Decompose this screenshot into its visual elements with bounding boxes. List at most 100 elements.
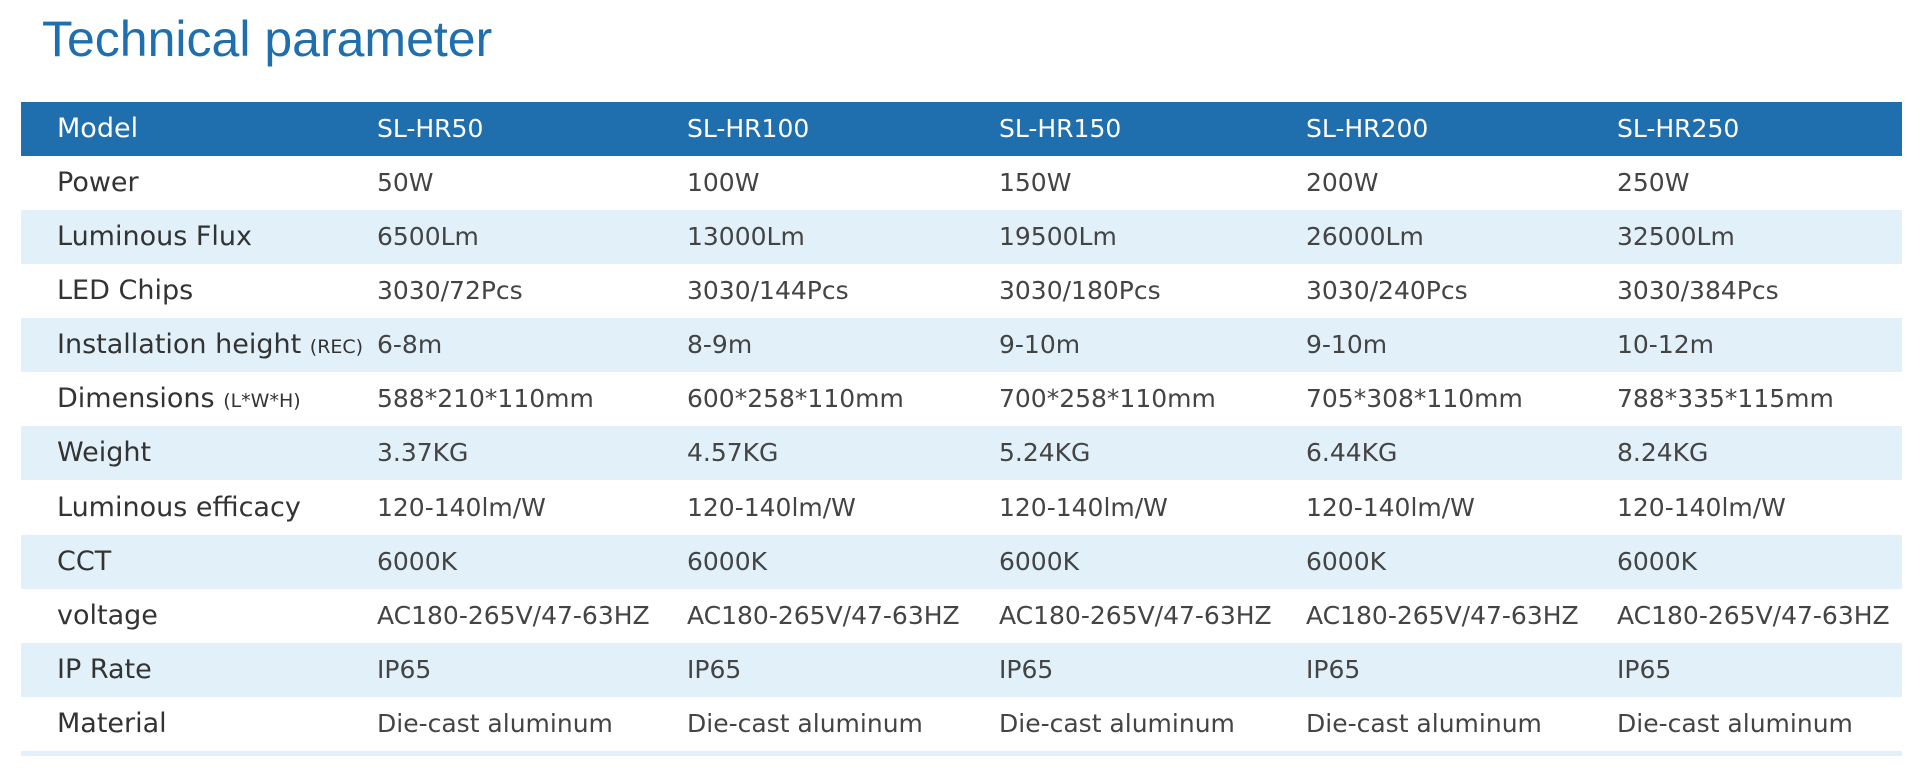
cell-value: IP65 (1617, 654, 1672, 684)
cell-value: 32500Lm (1617, 222, 1735, 252)
cell-value: Die-cast aluminum (377, 708, 613, 738)
cell-value: AC180-265V/47-63HZ (687, 600, 960, 630)
cell-value: Die-cast aluminum (687, 708, 923, 738)
cell-value: 6000K (999, 546, 1080, 576)
label-note: (L*W*H) (223, 390, 301, 413)
table-row: LED Chips 3030/72Pcs 3030/144Pcs 3030/180Pc… (21, 264, 1902, 318)
cell-value: 788*335*115mm (1617, 384, 1834, 414)
cell-value: 3030/384Pcs (1617, 276, 1779, 306)
table-row: Dimensions (L*W*H) 588*210*110mm 600*258*1… (21, 372, 1902, 426)
label-text: Weight (57, 437, 152, 469)
row-label: Luminous Flux (57, 210, 252, 264)
cell-value: IP65 (687, 654, 742, 684)
cell-value: AC180-265V/47-63HZ (1617, 600, 1890, 630)
cell-value: 120-140lm/W (999, 492, 1168, 522)
cell-value: 9-10m (999, 330, 1081, 360)
row-label: LED Chips (57, 264, 193, 318)
label-text: Dimensions (57, 383, 215, 415)
row-label: voltage (57, 589, 158, 643)
row-label: IP Rate (57, 643, 152, 697)
cell-value: 3030/180Pcs (999, 276, 1161, 306)
cell-value: SL-HR150 (999, 114, 1122, 143)
cell-value: 6000K (687, 546, 768, 576)
cell-value: 9-10m (1306, 330, 1388, 360)
cell-value: 6500Lm (377, 222, 479, 252)
table-row: Installation height (REC) 6-8m 8-9m 9-10m 9-… (21, 318, 1902, 374)
cell-value: AC180-265V/47-63HZ (377, 600, 650, 630)
page-title: Technical parameter (42, 11, 493, 67)
cell-value: IP65 (999, 654, 1054, 684)
cell-value: 600*258*110mm (687, 384, 904, 414)
cell-value: 8.24KG (1617, 438, 1709, 468)
cell-value: SL-HR100 (687, 114, 810, 143)
label-text: IP Rate (57, 653, 152, 685)
cell-value: SL-HR50 (377, 114, 484, 143)
table-row: Luminous Flux 6500Lm 13000Lm 19500Lm 26000Lm… (21, 210, 1902, 265)
cell-value: 588*210*110mm (377, 384, 594, 414)
cell-value: 3030/144Pcs (687, 276, 849, 306)
cell-value: 8-9m (687, 330, 753, 360)
cell-value: 705*308*110mm (1306, 384, 1523, 414)
row-label: CCT (57, 535, 111, 589)
cell-value: 10-12m (1617, 330, 1714, 360)
cell-value: 19500Lm (999, 222, 1117, 252)
label-text: voltage (57, 599, 158, 631)
row-label: Installation height (REC) (57, 318, 363, 374)
cell-value: 5.24KG (999, 438, 1091, 468)
cell-value: 26000Lm (1306, 222, 1424, 252)
label-note: (REC) (309, 336, 364, 359)
cell-value: 6000K (1617, 546, 1698, 576)
cell-value: Die-cast aluminum (999, 708, 1235, 738)
table-row: IP Rate IP65 IP65 IP65 IP65 IP65 (21, 642, 1902, 697)
cell-value: 3.37KG (377, 438, 469, 468)
cell-value: 3030/72Pcs (377, 276, 523, 306)
row-label: Weight (57, 426, 151, 480)
table-row: Power 50W 100W 150W 200W 250W (21, 156, 1902, 210)
cell-value: Die-cast aluminum (1617, 708, 1853, 738)
cell-value: 120-140lm/W (377, 492, 546, 522)
row-label: Material (57, 697, 167, 751)
cell-value: 120-140lm/W (1306, 492, 1475, 522)
cell-value: 150W (999, 168, 1072, 197)
cell-value: 6-8m (377, 330, 443, 360)
cell-value: 120-140lm/W (687, 492, 856, 522)
cell-value: AC180-265V/47-63HZ (999, 600, 1272, 630)
table-row: CCT 6000K 6000K 6000K 6000K 6000K (21, 534, 1902, 589)
cell-value: Die-cast aluminum (1306, 708, 1542, 738)
label-text: Material (57, 707, 167, 739)
label-text: Luminous Flux (57, 221, 252, 253)
label-text: Power (57, 167, 139, 198)
table-row: Weight 3.37KG 4.57KG 5.24KG 6.44KG 8.24KG (21, 426, 1902, 481)
cell-value: AC180-265V/47-63HZ (1306, 600, 1579, 630)
row-label: Dimensions (L*W*H) (57, 372, 301, 428)
table-row: Material Die-cast aluminum Die-cast alumin… (21, 697, 1902, 751)
label-text: Installation height (57, 329, 302, 361)
cell-value: 100W (687, 168, 760, 197)
row-label: Power (57, 156, 139, 210)
cell-value: IP65 (377, 654, 432, 684)
table-row: Model SL-HR50 SL-HR100 SL-HR150 SL-HR200 SL-H… (21, 102, 1902, 156)
label-text: CCT (57, 545, 112, 577)
cell-value: 6000K (377, 546, 458, 576)
cell-value: 4.57KG (687, 438, 779, 468)
cell-value: SL-HR250 (1617, 114, 1740, 143)
label-text: LED Chips (57, 275, 194, 307)
cell-value: SL-HR200 (1306, 114, 1429, 143)
row-label: Luminous efficacy (57, 481, 301, 535)
table-row: Luminous efficacy 120-140lm/W 120-140lm/W 1… (21, 481, 1902, 535)
cell-value: IP65 (1306, 654, 1361, 684)
cell-value: 6000K (1306, 546, 1387, 576)
cell-value: 200W (1306, 168, 1379, 197)
cell-value: 50W (377, 168, 434, 197)
label-text: Model (57, 113, 139, 144)
table-row: voltage AC180-265V/47-63HZ AC180-265V/47-6… (21, 589, 1902, 643)
cell-value: 6.44KG (1306, 438, 1398, 468)
cell-value: 700*258*110mm (999, 384, 1216, 414)
cell-value: 3030/240Pcs (1306, 276, 1468, 306)
table-bottom-rule (21, 751, 1902, 756)
cell-value: 120-140lm/W (1617, 492, 1786, 522)
cell-value: 250W (1617, 168, 1690, 197)
label-text: Luminous efficacy (57, 491, 301, 523)
cell-value: 13000Lm (687, 222, 805, 252)
